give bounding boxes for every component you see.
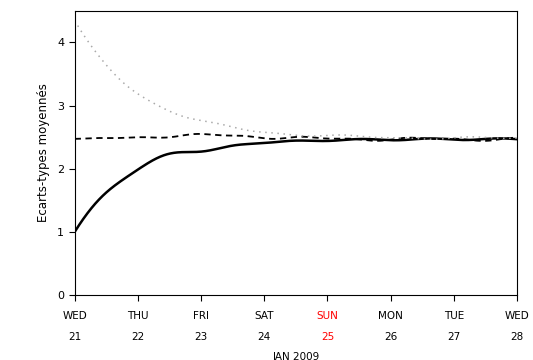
Text: 26: 26 [384,332,397,342]
Y-axis label: Ecarts-types moyennés: Ecarts-types moyennés [37,84,50,222]
Text: 25: 25 [321,332,334,342]
Text: 24: 24 [257,332,271,342]
Text: SUN: SUN [317,311,338,321]
Text: TUE: TUE [443,311,464,321]
Text: MON: MON [378,311,403,321]
Text: SAT: SAT [254,311,274,321]
Text: WED: WED [505,311,529,321]
Text: JAN 2009: JAN 2009 [272,352,319,360]
Text: 28: 28 [511,332,523,342]
Text: 22: 22 [131,332,144,342]
Text: 21: 21 [68,332,81,342]
Text: WED: WED [62,311,87,321]
Text: FRI: FRI [193,311,209,321]
Text: THU: THU [127,311,149,321]
Text: 23: 23 [195,332,208,342]
Text: 27: 27 [447,332,461,342]
